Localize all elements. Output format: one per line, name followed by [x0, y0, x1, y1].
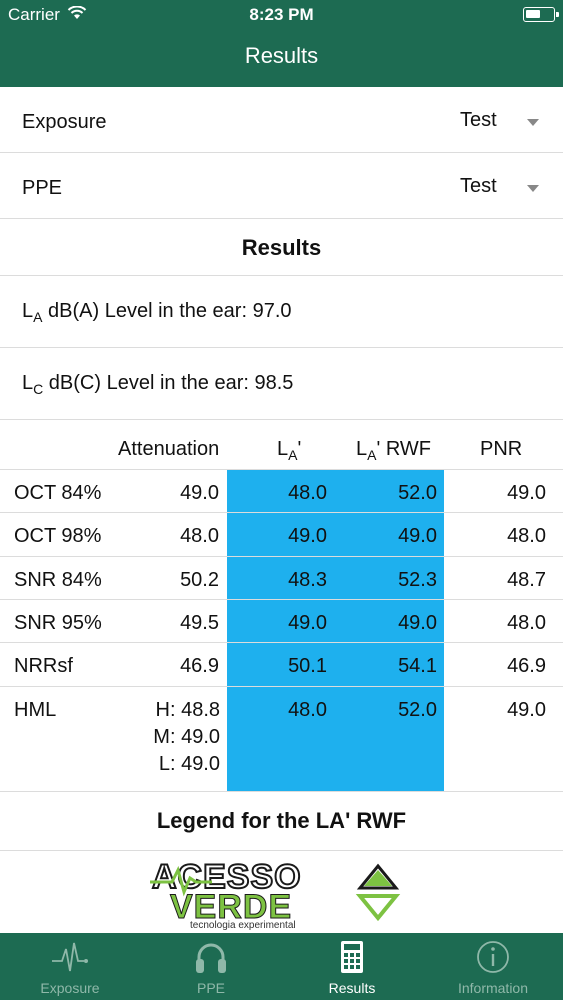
dropdown-arrow-icon[interactable]: [527, 119, 539, 126]
tab-label: Results: [328, 980, 376, 996]
row-name: OCT 84%: [14, 482, 102, 504]
row-attenuation: 46.9: [180, 655, 219, 677]
row-la-rwf: 49.0: [398, 612, 437, 634]
row-la: 49.0: [288, 612, 327, 634]
row-la-rwf: 52.0: [398, 482, 437, 504]
row-la: 49.0: [288, 525, 327, 547]
calculator-icon: [341, 941, 363, 973]
row-la: 48.0: [288, 699, 327, 721]
ppe-label: PPE: [22, 177, 63, 199]
results-table: Attenuation LA' LA' RWF PNR OCT 84% 49.0…: [0, 420, 563, 791]
row-name: OCT 98%: [14, 525, 102, 547]
logo-tagline: tecnologia experimental: [190, 920, 296, 930]
lc-prefix: L: [22, 372, 34, 394]
tab-label: Information: [457, 980, 529, 996]
row-name: SNR 95%: [14, 612, 102, 634]
tab-information[interactable]: Information: [423, 933, 563, 1000]
header-attenuation: Attenuation: [118, 438, 220, 460]
tab-ppe[interactable]: PPE: [141, 933, 281, 1000]
ppe-value[interactable]: Test: [460, 175, 497, 197]
row-attenuation: 49.0: [180, 482, 219, 504]
row-la-rwf: 54.1: [398, 655, 437, 677]
carrier-label: Carrier: [8, 5, 60, 24]
la-level-row: LA dB(A) Level in the ear: 97.0: [0, 276, 563, 348]
row-name: HML: [14, 699, 57, 721]
row-la: 50.1: [288, 655, 327, 677]
tab-results[interactable]: Results: [282, 933, 422, 1000]
row-la-rwf: 52.0: [398, 699, 437, 721]
status-bar: Carrier 8:23 PM: [0, 0, 563, 30]
acesso-verde-logo: ACESSO VERDE tecnologia experimental: [150, 858, 401, 930]
logo-line1: ACESSO: [152, 858, 302, 896]
la-subscript: A: [33, 309, 43, 325]
row-attenuation: 48.0: [180, 525, 219, 547]
row-pnr: 49.0: [507, 482, 546, 504]
row-pnr: 48.7: [507, 569, 546, 591]
row-pnr: 48.0: [507, 612, 546, 634]
lc-subscript: C: [33, 381, 44, 397]
la-prefix: L: [22, 300, 34, 322]
page-title: Results: [244, 43, 319, 68]
tab-exposure[interactable]: Exposure: [0, 933, 140, 1000]
row-attenuation: 50.2: [180, 569, 219, 591]
ppe-selector[interactable]: PPE Test: [0, 153, 563, 219]
results-section-title: Results: [0, 219, 563, 276]
row-name: NRRsf: [14, 655, 73, 677]
row-name: SNR 84%: [14, 569, 102, 591]
navigation-bar: Carrier 8:23 PM Results: [0, 0, 563, 87]
battery-icon: [523, 7, 559, 22]
highlight-column-background: [227, 469, 444, 791]
row-pnr: 46.9: [507, 655, 546, 677]
row-attenuation-m: M: 49.0: [153, 726, 220, 748]
row-pnr: 49.0: [507, 699, 546, 721]
lc-level-text: dB(C) Level in the ear: 98.5: [43, 372, 294, 394]
exposure-value[interactable]: Test: [460, 109, 497, 131]
tab-label: Exposure: [40, 980, 100, 996]
header-la-rwf: LA' RWF: [356, 438, 432, 463]
header-pnr: PNR: [480, 438, 523, 460]
row-la: 48.3: [288, 569, 327, 591]
la-level-text: dB(A) Level in the ear: 97.0: [42, 300, 292, 322]
row-la-rwf: 52.3: [398, 569, 437, 591]
tab-bar: Exposure PPE Results Information: [0, 933, 563, 1000]
info-icon: [477, 941, 509, 973]
headphones-icon: [196, 943, 226, 973]
row-la: 48.0: [288, 482, 327, 504]
tab-label: PPE: [196, 980, 225, 996]
header-la: LA': [277, 438, 302, 463]
clock: 8:23 PM: [249, 5, 314, 24]
logo-line2: VERDE: [170, 888, 292, 926]
dropdown-arrow-icon[interactable]: [527, 185, 539, 192]
legend-link[interactable]: Legend for the LA' RWF: [0, 791, 563, 851]
waveform-icon: [52, 942, 88, 972]
row-la-rwf: 49.0: [398, 525, 437, 547]
exposure-label: Exposure: [22, 111, 107, 133]
row-attenuation-h: H: 48.8: [155, 699, 220, 721]
row-attenuation: 49.5: [180, 612, 219, 634]
row-attenuation-l: L: 49.0: [158, 753, 220, 775]
row-pnr: 48.0: [507, 525, 546, 547]
wifi-icon: [67, 6, 87, 19]
exposure-selector[interactable]: Exposure Test: [0, 87, 563, 153]
lc-level-row: LC dB(C) Level in the ear: 98.5: [0, 348, 563, 420]
